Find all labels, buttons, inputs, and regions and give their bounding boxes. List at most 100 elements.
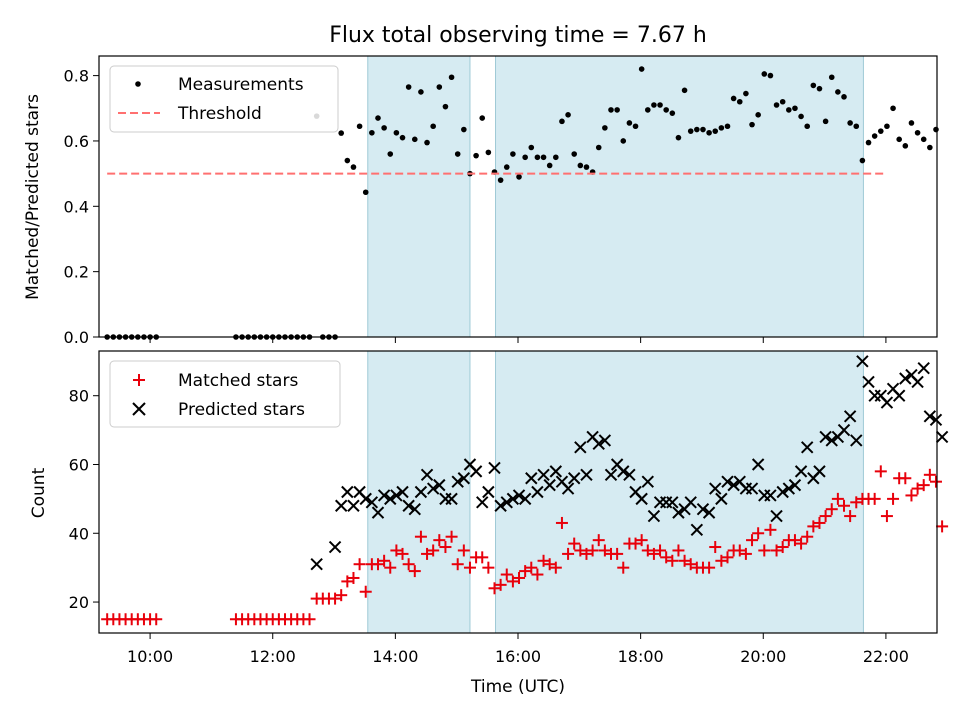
predicted-stars-point [647, 509, 661, 523]
predicted-stars-point [310, 558, 323, 571]
measurement-point [387, 151, 394, 157]
matched-stars-point [850, 496, 863, 509]
bottom-shaded-intervals [367, 350, 864, 634]
measurement-point [503, 164, 510, 170]
predicted-stars-point [666, 496, 679, 509]
bottom-panel: 20 40 60 80 10:00 12:00 14:00 16:00 18:00 20:00 22… [69, 350, 949, 666]
predicted-stars-point [641, 475, 654, 488]
top-y-tick-label: 0.6 [64, 132, 89, 151]
measurement-point [853, 123, 860, 130]
legend-threshold-label: Threshold [177, 104, 262, 124]
matched-stars-point [439, 541, 452, 554]
matched-stars-point [733, 544, 746, 557]
matched-stars-point [721, 551, 734, 564]
matched-stars-point [629, 537, 642, 550]
measurement-point [822, 118, 829, 125]
measurement-point [546, 162, 553, 169]
matched-stars-point [746, 534, 759, 547]
matched-stars-point [519, 565, 532, 578]
measurement-point [681, 87, 688, 94]
measurement-point [473, 152, 479, 159]
predicted-stars-point [390, 489, 403, 502]
matched-stars-point [911, 482, 924, 495]
predicted-stars-point [635, 492, 648, 506]
matched-stars-point [488, 582, 501, 595]
matched-stars-point [684, 558, 697, 571]
predicted-stars-point [623, 468, 636, 482]
x-tick-label: 20:00 [740, 647, 786, 666]
predicted-stars-point [396, 485, 409, 499]
predicted-stars-point [935, 430, 949, 444]
x-tick-label: 16:00 [495, 647, 541, 666]
measurement-point [393, 129, 400, 136]
matched-stars-point [813, 516, 826, 529]
legend-predicted-stars-label: Predicted stars [178, 400, 305, 420]
predicted-stars-point [929, 413, 943, 426]
matched-stars-point [549, 561, 562, 574]
predicted-stars-point [549, 465, 563, 478]
measurement-point [743, 90, 749, 97]
predicted-stars-point [543, 478, 556, 492]
matched-stars-point [371, 558, 384, 571]
measurement-point [736, 98, 743, 105]
matched-stars-point [390, 544, 403, 557]
matched-stars-point [353, 558, 366, 571]
matched-stars-point [764, 523, 777, 536]
predicted-stars-point [892, 389, 906, 402]
measurement-point [761, 71, 768, 77]
matched-stars-point [463, 561, 476, 574]
predicted-stars-point [334, 499, 348, 512]
matched-stars-point [672, 544, 685, 557]
matched-stars-point [359, 585, 372, 598]
predicted-stars-point [488, 461, 501, 475]
x-tick-label: 12:00 [250, 647, 296, 666]
predicted-stars-point [721, 475, 734, 488]
matched-stars-point [899, 472, 912, 485]
measurement-point [565, 112, 571, 118]
predicted-stars-point [794, 465, 808, 478]
predicted-stars-point [862, 375, 875, 389]
predicted-stars-point [359, 492, 372, 506]
measurement-point [810, 82, 817, 89]
measurement-point [461, 126, 467, 133]
predicted-stars-point [469, 465, 483, 478]
bottom-axes-frame [98, 350, 938, 634]
measurement-point [583, 164, 590, 170]
measurement-point [896, 136, 902, 143]
matched-stars-point [758, 544, 771, 557]
top-shaded-interval [495, 55, 864, 338]
x-axis-label: Time (UTC) [470, 677, 565, 697]
measurement-point [798, 113, 804, 120]
top-y-tick-label: 0.4 [64, 197, 89, 216]
predicted-stars-point [592, 437, 605, 451]
matched-stars-point [580, 547, 593, 560]
top-panel: 0.0 0.2 0.4 0.6 0.8 [64, 55, 939, 347]
measurement-point [638, 66, 645, 72]
matched-stars-point [402, 558, 415, 571]
measurement-point [675, 134, 682, 141]
measurement-point [669, 110, 676, 116]
matched-stars-point [617, 561, 630, 574]
matched-stars-point [868, 492, 881, 505]
matched-stars-point [795, 537, 808, 550]
matched-stars-point [445, 530, 458, 543]
predicted-stars-point [751, 458, 765, 471]
predicted-stars-point [445, 492, 458, 506]
measurement-point [914, 129, 921, 136]
predicted-stars-point [561, 482, 575, 495]
measurement-point [927, 144, 933, 151]
predicted-stars-point [776, 485, 789, 499]
matched-stars-point [739, 547, 752, 560]
predicted-stars-point [819, 430, 832, 444]
predicted-stars-point [500, 496, 513, 509]
predicted-stars-point [770, 509, 783, 523]
predicted-stars-point [672, 506, 685, 519]
bottom-y-axis-label: Count [29, 467, 49, 518]
predicted-stars-point [598, 434, 612, 447]
matched-stars-point [303, 613, 316, 626]
measurement-point [424, 139, 430, 146]
predicted-stars-point [433, 478, 446, 492]
bottom-shaded-interval [367, 350, 471, 634]
matched-stars-point [660, 551, 673, 564]
bottom-y-tick-label: 60 [69, 455, 89, 474]
